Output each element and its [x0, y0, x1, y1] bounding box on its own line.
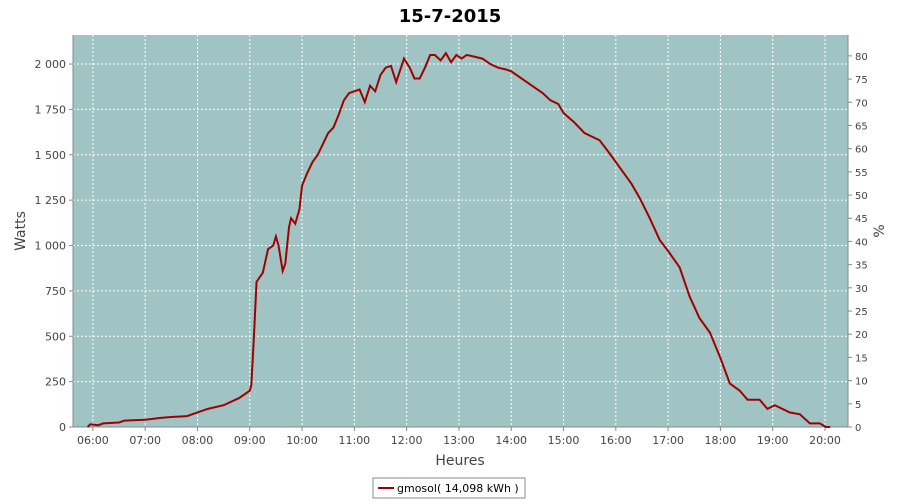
x-tick-label: 07:00 [129, 434, 161, 447]
x-tick-label: 13:00 [443, 434, 475, 447]
y2-axis-title: % [872, 224, 888, 237]
legend-label: gmosol( 14,098 kWh ) [397, 482, 519, 495]
y2-tick-label: 50 [855, 191, 868, 202]
x-tick-label: 11:00 [338, 434, 370, 447]
series-line [86, 51, 831, 428]
x-axis-title: Heures [435, 453, 484, 469]
y-tick-label: 1 250 [35, 194, 67, 207]
y2-tick-label: 60 [855, 145, 868, 156]
x-tick-label: 19:00 [757, 434, 789, 447]
y-tick-label: 500 [45, 330, 66, 343]
y2-tick-label: 15 [855, 353, 868, 364]
x-tick-label: 16:00 [600, 434, 632, 447]
y2-tick-label: 30 [855, 284, 868, 295]
x-tick-label: 06:00 [77, 434, 109, 447]
y-tick-label: 250 [45, 376, 66, 389]
y2-tick-label: 40 [855, 237, 868, 248]
y2-tick-label: 80 [855, 52, 868, 63]
y2-tick-label: 25 [855, 307, 868, 318]
y2-tick-label: 0 [855, 423, 861, 434]
y-tick-label: 1 750 [35, 103, 67, 116]
y-tick-label: 2 000 [35, 58, 67, 71]
y-tick-label: 0 [59, 421, 66, 434]
y-tick-label: 1 500 [35, 149, 67, 162]
y-tick-label: 1 000 [35, 240, 67, 253]
y2-tick-label: 5 [855, 400, 861, 411]
y2-tick-label: 20 [855, 330, 868, 341]
x-tick-label: 08:00 [182, 434, 214, 447]
x-tick-label: 18:00 [705, 434, 737, 447]
x-tick-label: 10:00 [286, 434, 318, 447]
chart-title: 15-7-2015 [399, 6, 502, 27]
x-tick-label: 14:00 [495, 434, 527, 447]
plot-area [73, 35, 848, 427]
x-tick-label: 09:00 [234, 434, 266, 447]
x-tick-label: 12:00 [391, 434, 423, 447]
y2-tick-label: 55 [855, 168, 868, 179]
legend-box [372, 477, 526, 499]
y2-tick-label: 70 [855, 98, 868, 109]
y-tick-label: 750 [45, 285, 66, 298]
y2-tick-label: 35 [855, 261, 868, 272]
x-tick-label: 17:00 [652, 434, 684, 447]
y2-tick-label: 10 [855, 377, 868, 388]
x-tick-label: 20:00 [809, 434, 841, 447]
y-axis-title: Watts [13, 211, 29, 251]
x-tick-label: 15:00 [548, 434, 580, 447]
y2-tick-label: 65 [855, 121, 868, 132]
y2-tick-label: 75 [855, 75, 868, 86]
y2-tick-label: 45 [855, 214, 868, 225]
